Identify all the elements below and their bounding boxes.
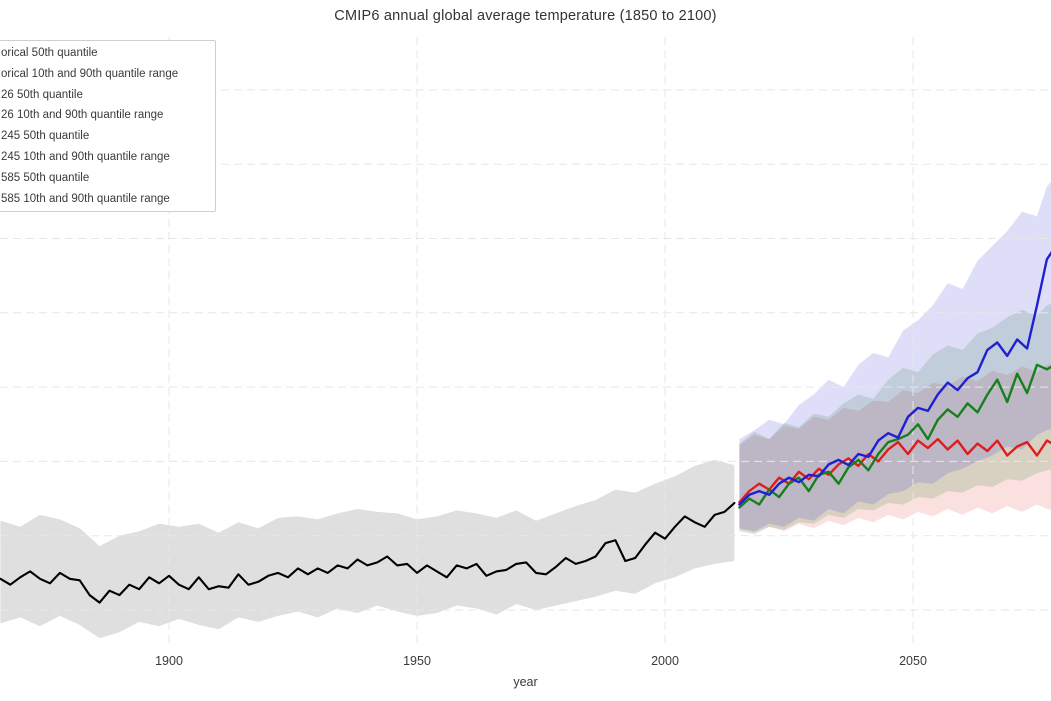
legend-item: orical 10th and 90th quantile range xyxy=(1,67,179,80)
chart-title: CMIP6 annual global average temperature … xyxy=(334,8,717,24)
x-tick-1950: 1950 xyxy=(403,654,431,668)
legend-item: 585 10th and 90th quantile range xyxy=(1,192,170,205)
series-ssp245-median-line xyxy=(738,363,1051,509)
x-axis-label: year xyxy=(513,675,538,689)
legend-item: 245 10th and 90th quantile range xyxy=(1,150,170,163)
x-tick-2050: 2050 xyxy=(899,654,927,668)
legend-item: 585 50th quantile xyxy=(1,171,90,184)
legend-item: 26 50th quantile xyxy=(1,88,83,101)
legend-item: 245 50th quantile xyxy=(1,130,90,143)
series-historical-range-band xyxy=(0,459,735,639)
series-historical-median-line xyxy=(0,501,736,604)
legend-item: 26 10th and 90th quantile range xyxy=(1,109,164,122)
series-ssp126-range-band xyxy=(739,364,1051,533)
legend-item: orical 50th quantile xyxy=(1,47,98,59)
x-tick-1900: 1900 xyxy=(155,654,183,668)
series-ssp585-median-line xyxy=(738,251,1051,506)
x-tick-2000: 2000 xyxy=(651,654,679,668)
legend: orical 50th quantile orical 10th and 90th… xyxy=(0,40,216,213)
series-ssp585-range-band xyxy=(739,181,1051,532)
